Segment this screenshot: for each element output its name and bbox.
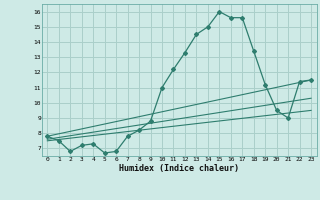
X-axis label: Humidex (Indice chaleur): Humidex (Indice chaleur) <box>119 164 239 173</box>
